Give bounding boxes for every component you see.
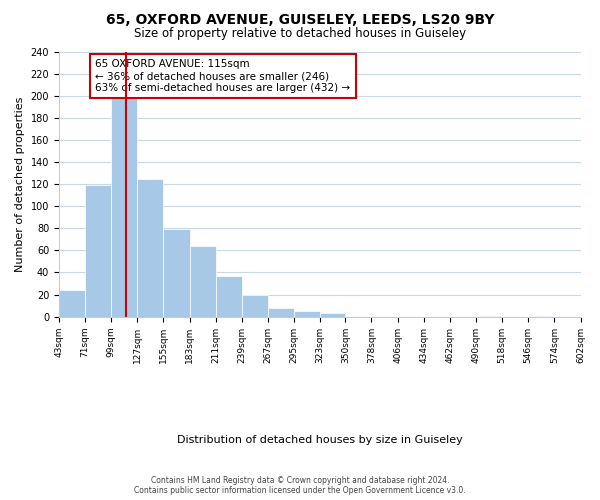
Bar — [215, 276, 242, 316]
Bar — [59, 290, 85, 316]
Bar — [320, 314, 346, 316]
Text: Contains HM Land Registry data © Crown copyright and database right 2024.
Contai: Contains HM Land Registry data © Crown c… — [134, 476, 466, 495]
Text: Size of property relative to detached houses in Guiseley: Size of property relative to detached ho… — [134, 28, 466, 40]
Text: 65 OXFORD AVENUE: 115sqm
← 36% of detached houses are smaller (246)
63% of semi-: 65 OXFORD AVENUE: 115sqm ← 36% of detach… — [95, 60, 350, 92]
Text: 65, OXFORD AVENUE, GUISELEY, LEEDS, LS20 9BY: 65, OXFORD AVENUE, GUISELEY, LEEDS, LS20… — [106, 12, 494, 26]
Bar — [294, 311, 320, 316]
Y-axis label: Number of detached properties: Number of detached properties — [15, 96, 25, 272]
Bar — [190, 246, 215, 316]
Bar — [268, 308, 294, 316]
Bar — [137, 178, 163, 316]
X-axis label: Distribution of detached houses by size in Guiseley: Distribution of detached houses by size … — [177, 435, 463, 445]
Bar — [85, 185, 111, 316]
Bar — [242, 294, 268, 316]
Bar — [111, 98, 137, 316]
Bar — [163, 230, 190, 316]
